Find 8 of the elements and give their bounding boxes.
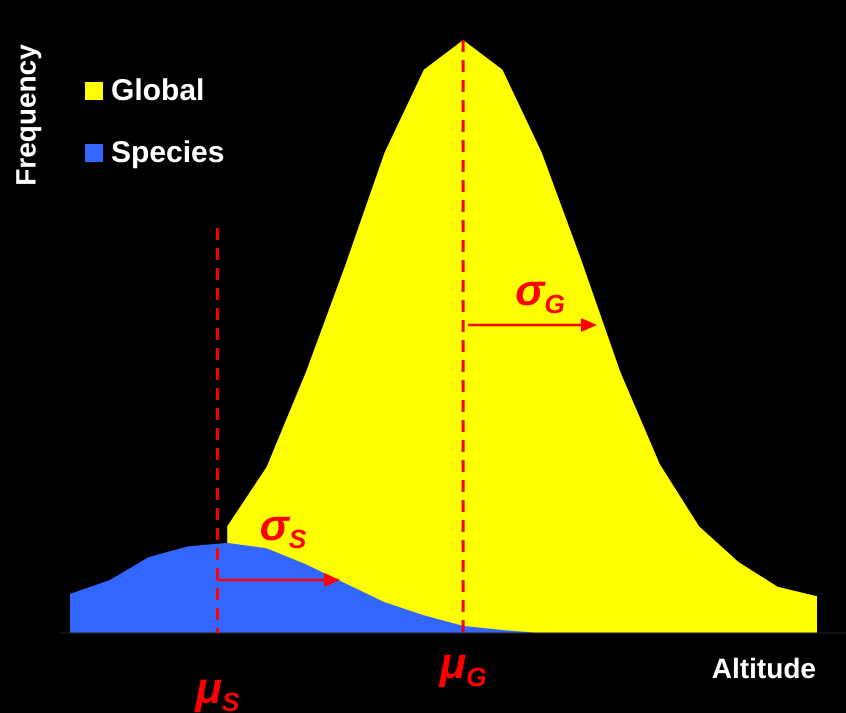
legend-label: Global xyxy=(111,74,204,108)
legend-label: Species xyxy=(111,136,224,170)
x-axis-title: Altitude xyxy=(712,653,816,684)
text: μ$_{G}$ xyxy=(438,639,487,692)
annotation: σ$_{G}$ xyxy=(515,266,565,319)
y-axis-title: Frequency xyxy=(10,44,42,186)
text: μ$_{S}$ xyxy=(193,664,240,713)
annotation: σ$_{S}$ xyxy=(260,501,307,554)
